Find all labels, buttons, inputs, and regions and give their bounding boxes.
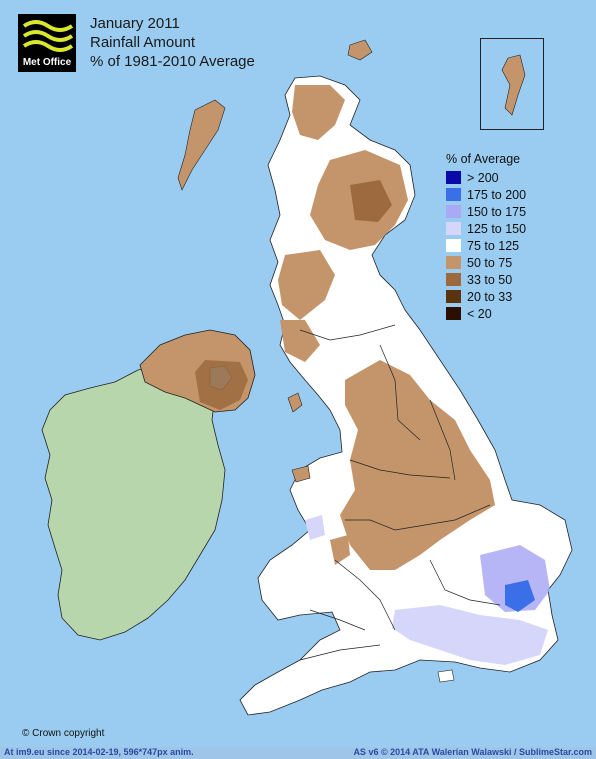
legend-item: < 20 [446,305,526,322]
scotland-south-dry [278,250,335,320]
legend-label: 50 to 75 [467,255,513,270]
legend-label: 20 to 33 [467,289,513,304]
legend-label: 150 to 175 [467,204,527,219]
legend-label: 75 to 125 [467,238,520,253]
region-boundaries [299,324,501,661]
anglesey [291,465,311,483]
footer-left-text: At im9.eu since 2014-02-19, 596*747px an… [4,747,194,757]
footer-bar: At im9.eu since 2014-02-19, 596*747px an… [0,747,596,759]
legend-item: 175 to 200 [446,186,526,203]
legend-label: > 200 [467,170,499,185]
legend-item: 75 to 125 [446,237,526,254]
wales-west-wet [305,515,325,540]
title-measure: Rainfall Amount [90,34,196,51]
ni-dark-region [195,360,248,410]
scotland-southwest-dry [280,320,320,362]
title-date: January 2011 [90,15,180,32]
shetland-islands [501,54,526,116]
legend-swatch [446,239,461,252]
legend-item: 150 to 175 [446,203,526,220]
orkney [347,39,373,61]
logo-text: Met Office [22,57,72,68]
legend-swatch [446,171,461,184]
scotland-north-dry [292,85,345,140]
ireland-landmass [41,364,226,641]
south-coast-wet [392,605,548,665]
legend-swatch [446,290,461,303]
wales-north-dry [330,535,350,565]
legend-item: 33 to 50 [446,271,526,288]
shetland-inset-frame [480,38,544,130]
legend-swatch [446,256,461,269]
copyright-notice: © Crown copyright [22,728,105,739]
met-office-logo: Met Office [18,14,76,72]
legend-label: 175 to 200 [467,187,527,202]
legend-label: 125 to 150 [467,221,527,236]
legend-item: 50 to 75 [446,254,526,271]
isle-of-man [287,392,303,413]
legend-title: % of Average [446,152,521,166]
legend-item: 125 to 150 [446,220,526,237]
legend-swatch [446,188,461,201]
outer-hebrides [177,99,226,191]
legend-items: > 200 175 to 200 150 to 175 125 to 150 75 to… [446,169,526,322]
map-title: January 2011 Rainfall Amount % of 1981-2… [90,14,255,71]
footer-right-text: AS v6 © 2014 ATA Walerian Walawski / Sub… [353,747,592,757]
isle-of-wight [437,669,455,683]
met-office-waves-icon [22,20,74,52]
legend-item: 20 to 33 [446,288,526,305]
legend-label: 33 to 50 [467,272,513,287]
legend-swatch [446,222,461,235]
england-north-dry [340,360,495,570]
legend-swatch [446,273,461,286]
legend-item: > 200 [446,169,526,186]
title-baseline: % of 1981-2010 Average [90,53,255,70]
legend: % of Average > 200 175 to 200 150 to 175 12… [446,152,526,322]
thames-estuary-very-wet [505,580,535,612]
scotland-grampian-darker [350,180,392,222]
legend-label: < 20 [467,306,492,321]
legend-swatch [446,205,461,218]
legend-swatch [446,307,461,320]
